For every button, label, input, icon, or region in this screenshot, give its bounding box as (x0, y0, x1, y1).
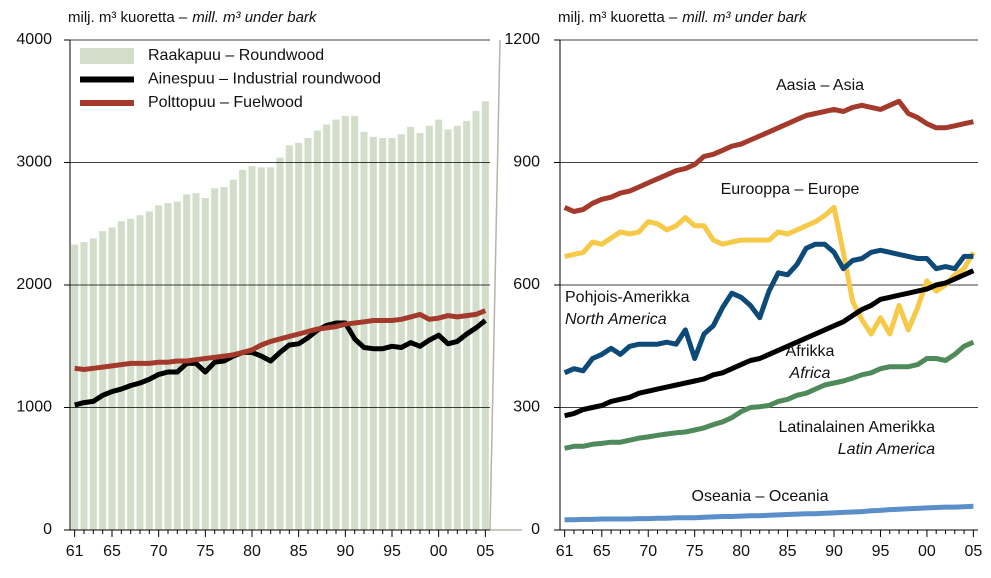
x-tick-label: 65 (103, 543, 121, 560)
y-tick-label: 4000 (16, 31, 52, 48)
bar (276, 157, 284, 530)
bar (117, 221, 125, 531)
x-tick-label: 00 (430, 543, 448, 560)
series-label: Afrikka (786, 343, 835, 360)
x-tick-label: 70 (639, 543, 657, 560)
x-tick-label: 05 (476, 543, 494, 560)
bar (257, 167, 265, 530)
series-label: Eurooppa – Europe (721, 181, 860, 198)
legend-swatch (80, 48, 134, 64)
y-tick-label: 3000 (16, 154, 52, 171)
y-axis-title-part: mill. m³ under bark (682, 9, 808, 26)
x-tick-label: 90 (825, 543, 843, 560)
y-tick-label: 2000 (16, 276, 52, 293)
bar (201, 198, 209, 530)
x-tick-label: 61 (556, 543, 574, 560)
series-label: Aasia – Asia (776, 77, 864, 94)
bar (164, 202, 172, 531)
bar (360, 131, 368, 530)
bar (435, 119, 443, 530)
x-tick-label: 00 (918, 543, 936, 560)
y-tick-label: 600 (513, 276, 540, 293)
x-tick-label: 75 (686, 543, 704, 560)
x-tick-label: 95 (872, 543, 890, 560)
connector (489, 39, 501, 531)
y-axis-title: milj. m³ kuoretta – mill. m³ under bark (68, 9, 318, 26)
bar (80, 242, 88, 530)
x-tick-label: 80 (243, 543, 261, 560)
line (564, 268, 975, 419)
bar (463, 120, 471, 530)
x-tick-label: 90 (336, 543, 354, 560)
x-tick-label: 05 (964, 543, 982, 560)
bar (453, 125, 461, 530)
bar (145, 211, 153, 530)
line (74, 308, 487, 372)
bar (127, 218, 135, 530)
line (564, 204, 976, 337)
line (564, 339, 975, 451)
line (74, 318, 487, 408)
x-tick-label: 85 (779, 543, 797, 560)
bar (369, 136, 377, 530)
bar (379, 138, 387, 530)
y-axis-title: milj. m³ kuoretta – mill. m³ under bark (558, 9, 808, 26)
x-tick-label: 61 (66, 543, 84, 560)
y-axis-title-part: milj. m³ kuoretta – (68, 9, 188, 26)
y-tick-label: 300 (513, 399, 540, 416)
y-axis-title-part: milj. m³ kuoretta – (558, 9, 678, 26)
series-label-en: Africa (789, 365, 831, 382)
legend-label: Ainespuu – Industrial roundwood (148, 71, 381, 88)
bar (173, 201, 181, 530)
bar (136, 215, 144, 531)
x-tick-label: 85 (290, 543, 308, 560)
y-axis-title-part: mill. m³ under bark (192, 9, 318, 26)
y-tick-label: 1200 (504, 31, 540, 48)
bar (108, 227, 116, 531)
bar (89, 238, 97, 530)
legend-label: Polttopuu – Fuelwood (148, 94, 303, 111)
x-tick-label: 70 (150, 543, 168, 560)
bar (472, 111, 480, 531)
x-tick-label: 95 (383, 543, 401, 560)
bar (99, 231, 107, 530)
legend-label: Raakapuu – Roundwood (148, 47, 324, 64)
bar (267, 167, 275, 530)
y-tick-label: 0 (43, 521, 52, 538)
line (564, 503, 974, 523)
bar (425, 125, 433, 530)
y-tick-label: 0 (531, 521, 540, 538)
bar (407, 126, 415, 530)
series-label-en: Latin America (838, 441, 935, 458)
bar (388, 138, 396, 530)
series-label: Oseania – Oceania (692, 488, 829, 505)
bar (71, 244, 79, 530)
x-tick-label: 80 (732, 543, 750, 560)
series-label: Latinalainen Amerikka (778, 419, 935, 436)
bar (481, 101, 489, 530)
bar (444, 129, 452, 531)
line (563, 241, 974, 376)
bar (416, 133, 424, 530)
series-label: Pohjois-Amerikka (565, 289, 690, 306)
bar (397, 134, 405, 530)
series-label-en: North America (565, 311, 667, 328)
y-tick-label: 900 (513, 154, 540, 171)
bar (155, 205, 163, 530)
y-tick-label: 1000 (16, 399, 52, 416)
line (563, 98, 974, 214)
x-tick-label: 65 (593, 543, 611, 560)
x-tick-label: 75 (196, 543, 214, 560)
